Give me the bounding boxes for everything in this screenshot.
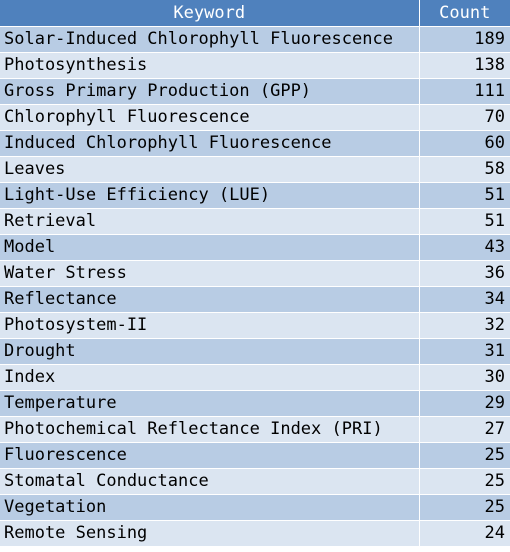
table-row: Leaves 58 <box>0 156 510 183</box>
table-row: Photochemical Reflectance Index (PRI) 27 <box>0 416 510 443</box>
table-row: Photosynthesis 138 <box>0 52 510 79</box>
table-row: Photosystem-II 32 <box>0 312 510 339</box>
keyword-cell: Photosystem-II <box>0 312 420 339</box>
keyword-cell: Photosynthesis <box>0 52 420 79</box>
keyword-cell: Model <box>0 234 420 261</box>
count-cell: 43 <box>419 234 510 261</box>
keyword-cell: Index <box>0 364 420 391</box>
keyword-cell: Photochemical Reflectance Index (PRI) <box>0 416 420 443</box>
count-cell: 60 <box>419 130 510 157</box>
keyword-cell: Stomatal Conductance <box>0 468 420 495</box>
table-row: Gross Primary Production (GPP) 111 <box>0 78 510 105</box>
count-cell: 138 <box>419 52 510 79</box>
count-cell: 51 <box>419 208 510 235</box>
count-column-header: Count <box>419 0 510 27</box>
count-cell: 34 <box>419 286 510 313</box>
keyword-cell: Fluorescence <box>0 442 420 469</box>
table-row: Light-Use Efficiency (LUE) 51 <box>0 182 510 209</box>
keyword-cell: Remote Sensing <box>0 520 420 547</box>
count-cell: 111 <box>419 78 510 105</box>
table-row: Water Stress 36 <box>0 260 510 287</box>
keyword-cell: Solar-Induced Chlorophyll Fluorescence <box>0 26 420 53</box>
table-row: Drought 31 <box>0 338 510 365</box>
keyword-cell: Drought <box>0 338 420 365</box>
keyword-cell: Gross Primary Production (GPP) <box>0 78 420 105</box>
count-cell: 29 <box>419 390 510 417</box>
count-cell: 25 <box>419 468 510 495</box>
keyword-cell: Temperature <box>0 390 420 417</box>
table-row: Reflectance 34 <box>0 286 510 313</box>
count-cell: 27 <box>419 416 510 443</box>
keyword-cell: Water Stress <box>0 260 420 287</box>
keyword-cell: Light-Use Efficiency (LUE) <box>0 182 420 209</box>
keyword-cell: Reflectance <box>0 286 420 313</box>
count-cell: 30 <box>419 364 510 391</box>
table-row: Index 30 <box>0 364 510 391</box>
count-cell: 51 <box>419 182 510 209</box>
count-cell: 189 <box>419 26 510 53</box>
count-cell: 24 <box>419 520 510 547</box>
table-row: Fluorescence 25 <box>0 442 510 469</box>
keyword-cell: Leaves <box>0 156 420 183</box>
count-cell: 32 <box>419 312 510 339</box>
table-row: Solar-Induced Chlorophyll Fluorescence 1… <box>0 26 510 53</box>
table-row: Induced Chlorophyll Fluorescence 60 <box>0 130 510 157</box>
table-row: Chlorophyll Fluorescence 70 <box>0 104 510 131</box>
table-body: Solar-Induced Chlorophyll Fluorescence 1… <box>0 26 510 547</box>
keyword-cell: Induced Chlorophyll Fluorescence <box>0 130 420 157</box>
count-cell: 58 <box>419 156 510 183</box>
count-cell: 31 <box>419 338 510 365</box>
table-row: Model 43 <box>0 234 510 261</box>
table-row: Remote Sensing 24 <box>0 520 510 547</box>
table-row: Stomatal Conductance 25 <box>0 468 510 495</box>
keyword-cell: Chlorophyll Fluorescence <box>0 104 420 131</box>
keyword-cell: Vegetation <box>0 494 420 521</box>
count-cell: 36 <box>419 260 510 287</box>
count-cell: 25 <box>419 494 510 521</box>
table-row: Retrieval 51 <box>0 208 510 235</box>
table-row: Vegetation 25 <box>0 494 510 521</box>
count-cell: 70 <box>419 104 510 131</box>
keyword-column-header: Keyword <box>0 0 420 27</box>
table-row: Temperature 29 <box>0 390 510 417</box>
header-row: Keyword Count <box>0 0 510 27</box>
keyword-cell: Retrieval <box>0 208 420 235</box>
table-header: Keyword Count <box>0 0 510 27</box>
count-cell: 25 <box>419 442 510 469</box>
